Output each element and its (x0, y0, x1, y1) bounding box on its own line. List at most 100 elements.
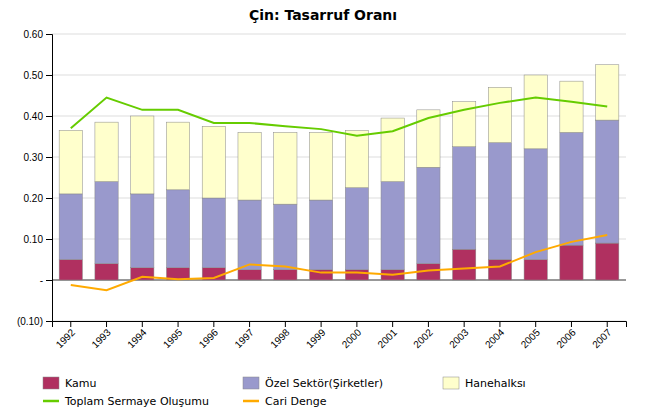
legend-swatch (43, 377, 59, 389)
bar (309, 200, 332, 270)
bar (596, 120, 619, 243)
bar (488, 143, 511, 260)
x-tick-label: 2006 (554, 326, 578, 350)
legend: Kamu Özel Sektör(Şirketler) Hanehalksı Topl… (43, 377, 526, 408)
x-tick-label: 1998 (268, 326, 292, 350)
legend-swatch (43, 400, 59, 403)
x-axis: 1992 1993 1994 1995 1996 1997 1998 1999 2000 2001… (53, 321, 627, 350)
x-tick: 2000 (340, 321, 364, 350)
legend-label: Hanehalksı (465, 377, 526, 390)
x-tick-mark (213, 321, 214, 327)
x-tick: 2005 (519, 321, 543, 350)
x-tick-mark (464, 321, 465, 327)
y-tick-mark (46, 280, 52, 281)
line (71, 98, 607, 136)
x-tick-label: 2004 (483, 326, 507, 350)
x-tick-mark (356, 321, 357, 327)
legend-label: Toplam Sermaye Oluşumu (64, 395, 209, 408)
legend-item: Kamu (43, 377, 96, 390)
y-tick: 0.50 (24, 70, 52, 81)
bar (238, 132, 261, 200)
x-tick-label: 2007 (590, 326, 614, 350)
x-tick-label: 1995 (161, 326, 185, 350)
x-tick: 1994 (125, 321, 149, 350)
y-tick: 0.20 (24, 193, 52, 204)
x-tick-mark (535, 321, 536, 327)
legend-swatch (443, 377, 459, 389)
bar (345, 188, 368, 270)
bar (309, 132, 332, 200)
bar (596, 243, 619, 280)
y-tick: 0.30 (24, 152, 52, 163)
bar (238, 200, 261, 270)
bar (202, 126, 225, 198)
legend-item: Özel Sektör(Şirketler) (243, 377, 383, 390)
x-tick-mark (249, 321, 250, 327)
bar (345, 270, 368, 280)
y-axis-line (46, 35, 53, 322)
bar (95, 122, 118, 181)
y-tick-label: - (40, 275, 43, 286)
grid (52, 34, 626, 321)
x-tick-mark (178, 321, 179, 327)
y-tick-mark (46, 75, 52, 76)
bar (453, 249, 476, 280)
chart: Çin: Tasarruf Oranı199219931994199519961… (0, 0, 646, 415)
x-tick: 1993 (89, 321, 113, 350)
y-tick: 0.40 (24, 111, 52, 122)
bar (417, 167, 440, 263)
bar (166, 122, 189, 190)
x-tick-label: 1999 (304, 326, 328, 350)
y-tick: - (40, 275, 52, 286)
bar (59, 194, 82, 260)
x-axis-line (53, 322, 627, 328)
legend-item: Cari Denge (243, 395, 327, 408)
legend-label: Cari Denge (265, 395, 327, 408)
x-tick-label: 2000 (340, 326, 364, 350)
y-tick-mark (46, 116, 52, 117)
x-tick-label: 1996 (197, 326, 221, 350)
y-tick-label: 0.40 (24, 111, 44, 122)
x-tick-label: 2005 (519, 326, 543, 350)
x-tick-label: 2001 (375, 326, 399, 350)
y-tick-mark (46, 198, 52, 199)
x-tick-mark (499, 321, 500, 327)
x-tick-mark (571, 321, 572, 327)
x-tick: 1997 (232, 321, 256, 350)
bar (345, 130, 368, 187)
x-tick: 1998 (268, 321, 292, 350)
y-tick: 0.60 (24, 29, 52, 40)
legend-label: Kamu (65, 377, 96, 390)
x-tick: 1995 (161, 321, 185, 350)
x-tick: 1996 (197, 321, 221, 350)
x-tick-label: 2003 (447, 326, 471, 350)
bar (524, 260, 547, 281)
bar (488, 87, 511, 142)
y-tick-label: (0.10) (17, 316, 43, 327)
y-tick-label: 0.60 (24, 29, 44, 40)
y-tick-label: 0.10 (24, 234, 44, 245)
bar (524, 149, 547, 260)
legend-item: Toplam Sermaye Oluşumu (43, 395, 209, 408)
plot-area: 1992 1993 1994 1995 1996 1997 1998 1999 2000 2001… (17, 29, 627, 350)
x-tick: 1992 (54, 321, 78, 350)
x-tick-label: 1997 (232, 326, 256, 350)
legend-swatch (243, 377, 259, 389)
bar (131, 194, 154, 268)
y-tick: (0.10) (17, 316, 52, 327)
bar (596, 65, 619, 120)
y-tick-label: 0.20 (24, 193, 44, 204)
x-tick-mark (285, 321, 286, 327)
bar (560, 132, 583, 245)
y-tick-label: 0.50 (24, 70, 44, 81)
bar (95, 182, 118, 264)
x-tick: 2004 (483, 321, 507, 350)
x-tick-mark (428, 321, 429, 327)
bar (238, 270, 261, 280)
x-tick-label: 1993 (89, 326, 113, 350)
x-tick-mark (142, 321, 143, 327)
bar (274, 132, 297, 204)
y-tick-mark (46, 34, 52, 35)
x-tick: 1999 (304, 321, 328, 350)
bar (560, 81, 583, 132)
